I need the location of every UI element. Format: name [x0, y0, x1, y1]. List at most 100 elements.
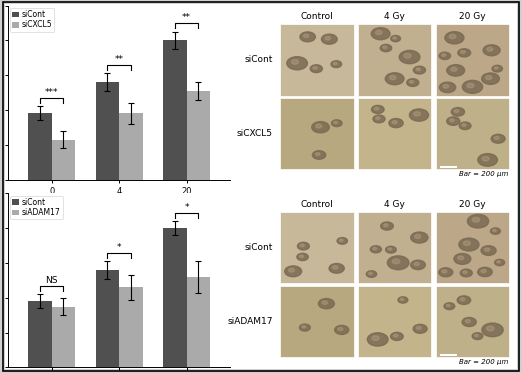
Circle shape: [487, 47, 493, 51]
Circle shape: [389, 75, 396, 80]
Text: *: *: [117, 243, 121, 252]
Circle shape: [409, 81, 413, 83]
Circle shape: [482, 156, 489, 161]
X-axis label: Dose (Gy): Dose (Gy): [97, 202, 141, 211]
Bar: [52, 140, 75, 179]
Circle shape: [409, 109, 429, 121]
Circle shape: [381, 222, 394, 230]
Circle shape: [380, 44, 392, 52]
Circle shape: [289, 268, 294, 272]
Circle shape: [462, 80, 483, 93]
Circle shape: [367, 333, 388, 346]
Text: 4 Gy: 4 Gy: [384, 12, 405, 21]
Circle shape: [331, 61, 341, 68]
Circle shape: [366, 271, 377, 278]
Bar: [358, 24, 432, 95]
Circle shape: [495, 259, 505, 266]
Circle shape: [467, 83, 474, 88]
Circle shape: [325, 37, 330, 40]
Circle shape: [462, 124, 466, 126]
Circle shape: [298, 242, 310, 250]
Circle shape: [386, 246, 396, 253]
Circle shape: [291, 60, 299, 64]
Circle shape: [491, 228, 501, 234]
Circle shape: [383, 46, 387, 48]
Circle shape: [444, 303, 455, 310]
Circle shape: [373, 247, 377, 250]
Circle shape: [337, 238, 348, 244]
Circle shape: [474, 334, 478, 337]
Bar: [28, 113, 52, 179]
Circle shape: [392, 259, 400, 264]
Text: ***: ***: [45, 88, 58, 97]
Circle shape: [316, 124, 322, 128]
Bar: [186, 277, 210, 367]
Bar: [358, 212, 432, 283]
Circle shape: [385, 73, 404, 85]
Circle shape: [390, 332, 403, 341]
Bar: [358, 98, 432, 169]
Circle shape: [472, 217, 480, 222]
Text: siCXCL5: siCXCL5: [236, 129, 272, 138]
Circle shape: [447, 117, 460, 125]
Circle shape: [335, 325, 349, 335]
Circle shape: [322, 301, 328, 304]
Circle shape: [300, 32, 315, 42]
Circle shape: [449, 119, 454, 122]
Circle shape: [394, 334, 398, 337]
Text: Control: Control: [301, 12, 334, 21]
Bar: [280, 98, 354, 169]
Circle shape: [284, 266, 302, 277]
Text: siCont: siCont: [244, 56, 272, 65]
Circle shape: [442, 270, 447, 273]
Circle shape: [404, 53, 411, 58]
Circle shape: [472, 333, 483, 339]
Circle shape: [315, 153, 320, 156]
Circle shape: [449, 34, 456, 39]
Circle shape: [388, 248, 392, 250]
Circle shape: [302, 326, 306, 328]
Circle shape: [339, 239, 343, 241]
Bar: [119, 113, 143, 179]
Text: 4 Gy: 4 Gy: [384, 200, 405, 209]
Text: siADAM17: siADAM17: [227, 317, 272, 326]
Circle shape: [399, 50, 420, 64]
Bar: [436, 24, 509, 95]
Bar: [96, 270, 119, 367]
Circle shape: [414, 235, 421, 238]
Circle shape: [485, 76, 492, 79]
Circle shape: [462, 317, 476, 326]
Text: Control: Control: [301, 200, 334, 209]
Circle shape: [374, 107, 379, 110]
Circle shape: [300, 255, 303, 257]
Legend: siCont, siCXCL5: siCont, siCXCL5: [10, 8, 54, 32]
Circle shape: [478, 154, 497, 166]
Text: **: **: [115, 55, 124, 64]
Text: **: **: [182, 13, 191, 22]
Circle shape: [387, 256, 409, 270]
Circle shape: [310, 65, 323, 73]
Circle shape: [370, 246, 382, 253]
Circle shape: [322, 34, 337, 44]
Circle shape: [491, 134, 505, 143]
Circle shape: [392, 120, 397, 124]
Text: NS: NS: [45, 276, 58, 285]
Circle shape: [460, 269, 472, 277]
Circle shape: [487, 326, 494, 331]
Bar: [358, 286, 432, 357]
Circle shape: [413, 66, 425, 74]
Circle shape: [460, 298, 465, 301]
Circle shape: [478, 267, 492, 277]
Circle shape: [440, 82, 456, 93]
Circle shape: [416, 68, 420, 70]
Circle shape: [375, 30, 382, 35]
Bar: [163, 40, 186, 179]
Circle shape: [458, 256, 464, 260]
Bar: [436, 286, 509, 357]
Circle shape: [451, 107, 465, 116]
Circle shape: [371, 28, 390, 40]
Circle shape: [331, 120, 342, 126]
Circle shape: [287, 57, 307, 70]
Circle shape: [313, 66, 317, 69]
Legend: siCont, siADAM17: siCont, siADAM17: [10, 196, 63, 219]
